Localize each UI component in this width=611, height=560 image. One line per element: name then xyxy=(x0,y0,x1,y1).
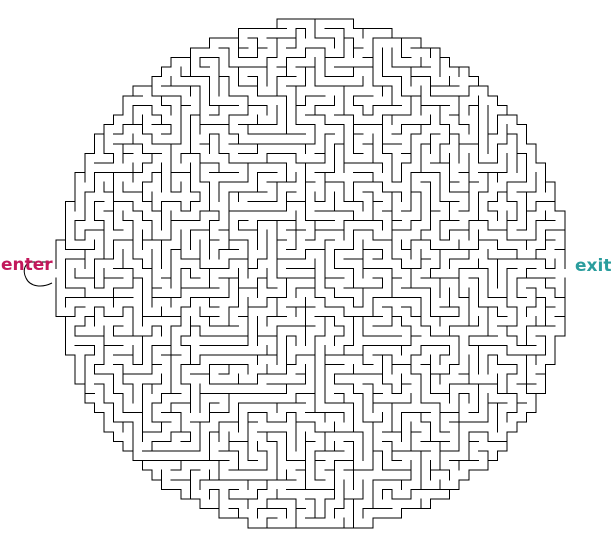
maze-walls xyxy=(55,18,566,529)
loop-arrow-icon xyxy=(23,261,53,287)
exit-label: exit xyxy=(575,256,611,276)
maze-wall-lines xyxy=(55,18,566,529)
enter-label: enter xyxy=(1,255,53,275)
